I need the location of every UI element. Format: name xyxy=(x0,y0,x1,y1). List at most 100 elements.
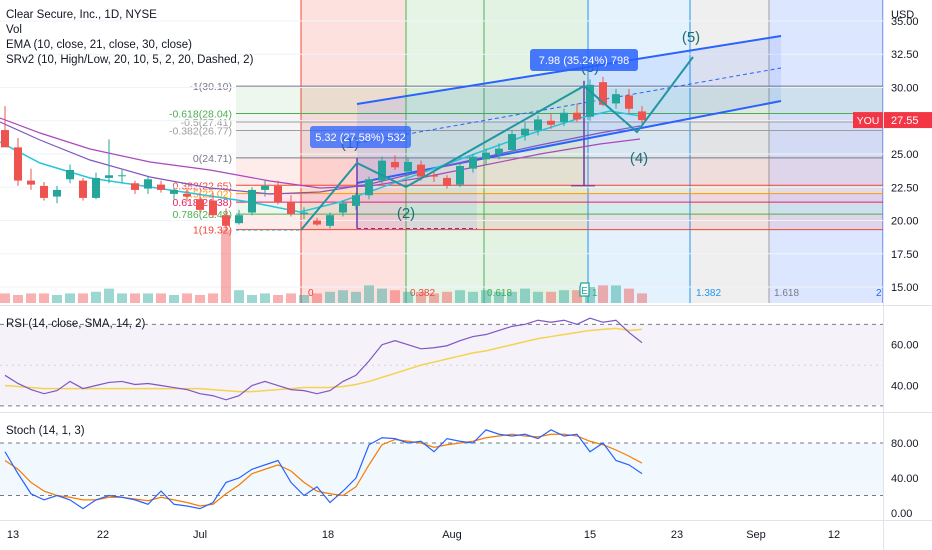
volume-bar xyxy=(78,293,88,303)
volume-bar xyxy=(299,295,309,303)
volume-bar xyxy=(195,295,205,303)
earnings-marker-letter: E xyxy=(581,286,588,297)
price-tick-label: 22.50 xyxy=(891,182,919,194)
earnings-marker: E xyxy=(579,282,590,297)
rsi-tick-label: 40.00 xyxy=(891,381,919,393)
candle-body xyxy=(339,203,347,213)
time-tick-label: Aug xyxy=(442,529,462,541)
fib-time-label: 1.618 xyxy=(774,288,799,299)
volume-bar xyxy=(273,295,283,303)
volume-bar xyxy=(208,293,218,303)
stoch-tick-label: 80.00 xyxy=(891,438,919,450)
fib-retracement-label: 0(24.71) xyxy=(193,153,232,165)
rsi-ma-line xyxy=(4,327,643,393)
candle-body xyxy=(586,84,594,117)
candle-body xyxy=(183,193,191,197)
volume-bar xyxy=(468,291,478,303)
channel-lower-line xyxy=(356,100,782,184)
fib-retracement-band xyxy=(236,185,883,194)
elliott-wave-label: (2) xyxy=(397,205,415,222)
candle-body xyxy=(300,212,308,214)
measure-label-text: 7.98 (35.24%) 798 xyxy=(539,55,630,67)
candle-body xyxy=(222,215,230,226)
rsi-pane-label: RSI (14, close, SMA, 14, 2) xyxy=(6,318,146,330)
volume-bar xyxy=(377,288,387,303)
rsi-tick-label: 60.00 xyxy=(891,340,919,352)
candle-body xyxy=(638,111,646,121)
volume-bar xyxy=(507,291,517,303)
price-tick-label: 32.50 xyxy=(891,49,919,61)
fib-time-zone xyxy=(301,0,406,303)
current-price-box xyxy=(884,112,932,129)
you-badge: YOU xyxy=(853,112,883,129)
candle-body xyxy=(274,185,282,202)
volume-bar xyxy=(65,293,75,303)
price-tick-label: 17.50 xyxy=(891,249,919,261)
volume-indicator-label: Vol xyxy=(6,24,22,36)
candle-body xyxy=(365,179,373,196)
fib-time-label: 0.618 xyxy=(487,288,512,299)
time-tick-label: 22 xyxy=(97,529,109,541)
elliott-wave-label: (5) xyxy=(682,29,700,46)
candle-body xyxy=(560,112,568,123)
time-tick-label: 13 xyxy=(7,529,19,541)
parallel-channel-fill xyxy=(357,36,781,183)
candle-body xyxy=(287,201,295,214)
candle-body xyxy=(66,169,74,180)
volume-bar xyxy=(182,293,192,303)
candle-body xyxy=(391,161,399,168)
volume-bar xyxy=(117,293,127,303)
fib-retracement-label: -0.618(28.04) xyxy=(169,109,232,121)
fib-retracement-label: 0.786(20.48) xyxy=(172,209,232,221)
time-tick-label: 18 xyxy=(322,529,334,541)
volume-bar xyxy=(351,291,361,303)
candle-body xyxy=(248,189,256,213)
fib-retracement-band xyxy=(236,202,883,215)
volume-bar xyxy=(0,293,10,303)
candle-body xyxy=(118,175,126,177)
elliott-wave-label: (4) xyxy=(630,150,648,167)
candle-body xyxy=(326,215,334,226)
volume-bar xyxy=(585,287,595,303)
volume-bar xyxy=(91,291,101,303)
fib-time-label: 0.382 xyxy=(410,288,435,299)
measure-label-box xyxy=(530,49,638,71)
candle-body xyxy=(92,177,100,198)
volume-bar xyxy=(403,291,413,303)
stoch-band xyxy=(0,443,883,496)
volume-bar xyxy=(221,229,231,303)
fib-retracement-label: -0.382(26.77) xyxy=(169,125,232,137)
time-tick-label: Jul xyxy=(193,529,207,541)
measure-label-2: 7.98 (35.24%) 798 xyxy=(530,49,638,71)
volume-bar xyxy=(533,291,543,303)
fib-retracement-label: 1(19.32) xyxy=(193,225,232,237)
candle-body xyxy=(14,147,22,181)
ema-indicator-label: EMA (10, close, 21, close, 30, close) xyxy=(6,39,193,51)
candle-body xyxy=(443,177,451,186)
fib-retracement-band xyxy=(236,193,883,203)
candle-body xyxy=(417,164,425,177)
channel-mid-line xyxy=(356,67,782,144)
volume-bar xyxy=(624,288,634,303)
time-tick-label: 15 xyxy=(584,529,596,541)
volume-bar xyxy=(234,290,244,303)
ema-30-line xyxy=(0,117,641,189)
volume-bar xyxy=(416,291,426,303)
candle-body xyxy=(79,180,87,198)
fib-time-zone xyxy=(690,0,769,303)
price-tick-label: 25.00 xyxy=(891,149,919,161)
stoch-d-line xyxy=(4,433,643,507)
price-tick-label: 35.00 xyxy=(891,16,919,28)
candle-body xyxy=(612,94,620,104)
candle-body xyxy=(495,148,503,154)
candle-body xyxy=(235,215,243,224)
candle-body xyxy=(534,119,542,131)
fib-retracement-band xyxy=(236,113,883,122)
volume-bar xyxy=(598,285,608,303)
volume-bar xyxy=(481,290,491,303)
volume-bar xyxy=(442,291,452,303)
chart-legend: Clear Secure, Inc., 1D, NYSE Vol EMA (10… xyxy=(6,8,253,68)
measure-label-text: 5.32 (27.58%) 532 xyxy=(315,132,406,144)
currency-label: USD xyxy=(891,9,914,21)
